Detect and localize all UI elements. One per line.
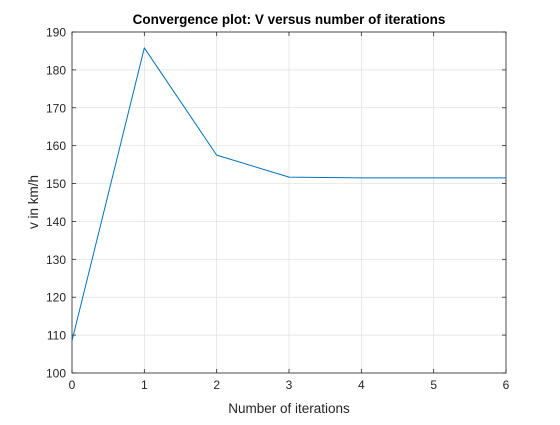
y-tick-label: 160 [46,139,66,153]
x-tick-label: 0 [69,378,76,392]
y-axis-label: v in km/h [26,175,41,229]
ticks: 0 1 2 3 4 5 6 100 110 120 130 140 150 160 170 180 190 [46,26,510,393]
y-tick-label: 180 [46,63,66,77]
x-tick-label: 1 [141,378,148,392]
y-tick-label: 170 [46,101,66,115]
series-layer [71,47,506,341]
y-tick-label: 150 [46,177,66,191]
x-tick-label: 5 [430,378,437,392]
x-tick-label: 6 [503,378,510,392]
x-tick-label: 3 [286,378,293,392]
y-tick-label: 140 [46,215,66,229]
y-tick-label: 120 [46,291,66,305]
y-tick-label: 130 [46,253,66,267]
chart-title: Convergence plot: V versus number of ite… [133,12,446,27]
y-tick-label: 110 [47,329,66,343]
y-tick-label: 190 [46,26,66,40]
series-line [71,47,506,341]
x-axis-label: Number of iterations [228,401,350,416]
x-tick-label: 4 [358,378,365,392]
x-tick-label: 2 [213,378,220,392]
y-tick-label: 100 [46,367,66,381]
